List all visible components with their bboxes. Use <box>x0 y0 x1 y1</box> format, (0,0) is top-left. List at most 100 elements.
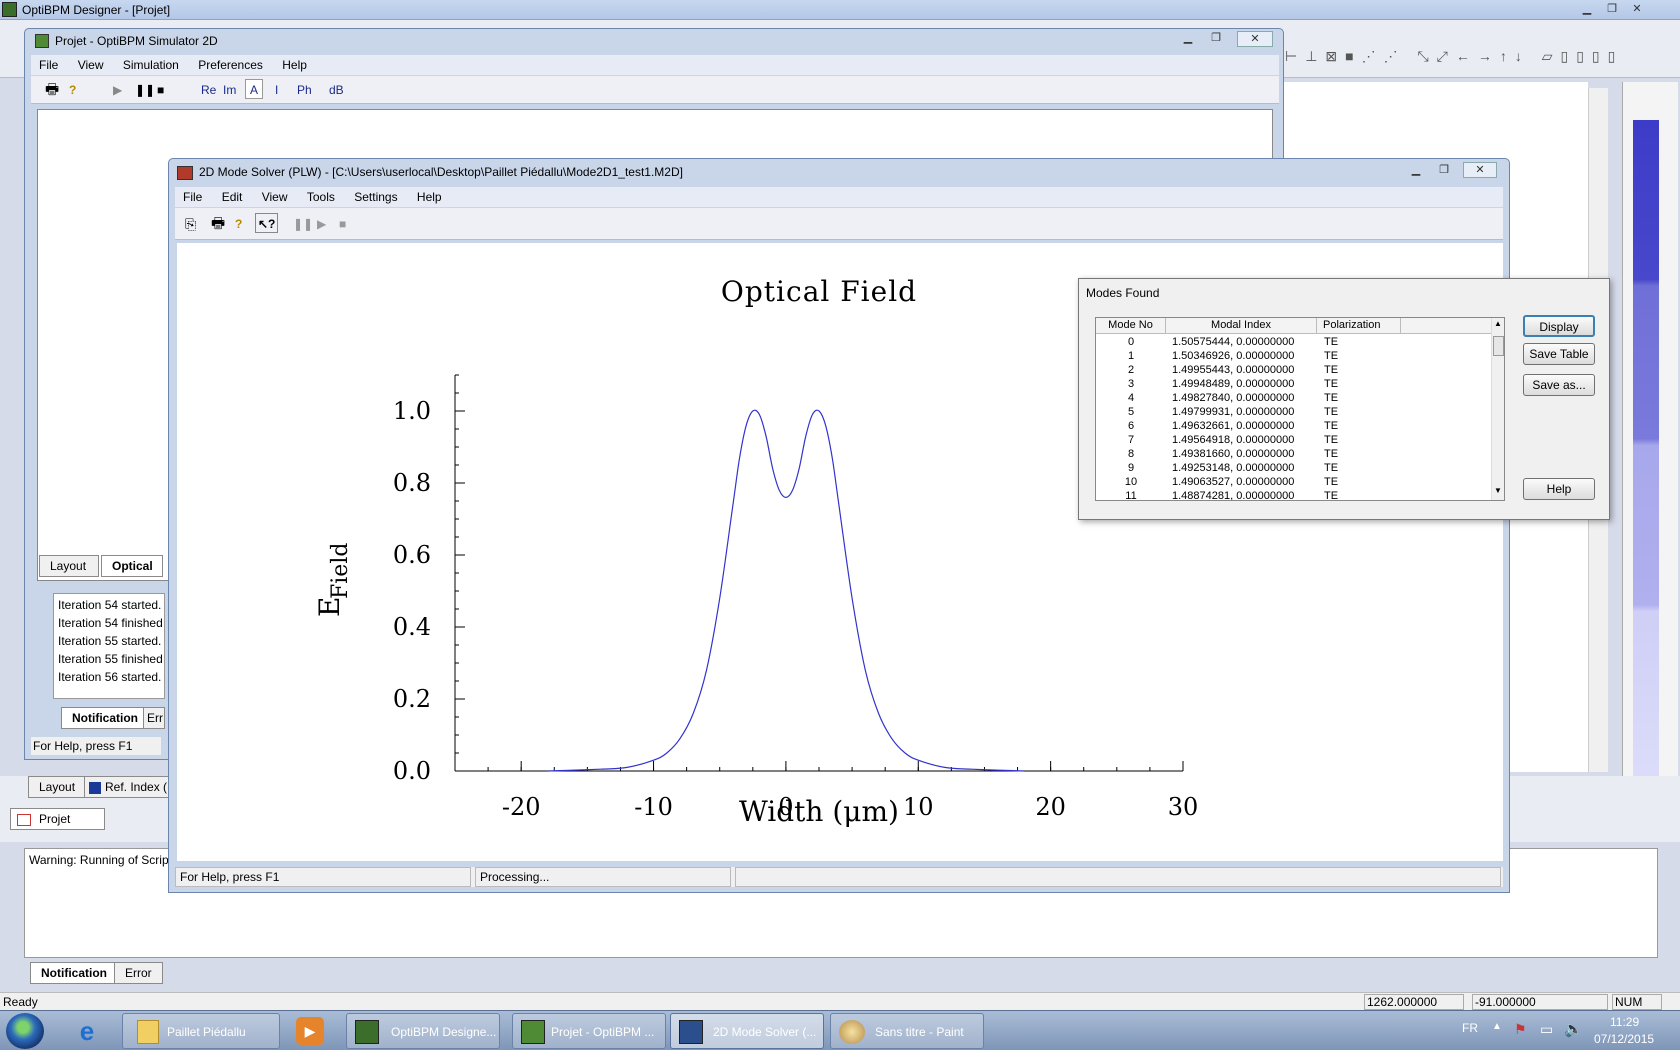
media-player-icon[interactable]: ▶ <box>296 1017 324 1045</box>
toolbar-i-button[interactable]: I <box>275 83 279 97</box>
modesolver-restore-button[interactable]: ❐ <box>1439 164 1449 176</box>
stop-icon[interactable]: ■ <box>157 83 165 97</box>
help-button[interactable]: Help <box>1523 478 1595 500</box>
table-row[interactable]: 2 1.49955443, 0.00000000 TE <box>1096 363 1492 377</box>
taskbar-item-modesolver[interactable]: 2D Mode Solver (... <box>670 1013 824 1049</box>
start-button[interactable] <box>6 1013 44 1049</box>
table-row[interactable]: 7 1.49564918, 0.00000000 TE <box>1096 433 1492 447</box>
modesolver-minimize-button[interactable]: ▁ <box>1411 164 1421 176</box>
simulator-minimize-button[interactable]: ▁ <box>1183 32 1193 44</box>
designer-restore-button[interactable]: ❐ <box>1607 3 1617 15</box>
table-row[interactable]: 4 1.49827840, 0.00000000 TE <box>1096 391 1492 405</box>
table-row[interactable]: 5 1.49799931, 0.00000000 TE <box>1096 405 1492 419</box>
taskbar-item-explorer[interactable]: Paillet Piédallu <box>122 1013 280 1049</box>
modesolver-menu-help[interactable]: Help <box>416 190 442 204</box>
y-tick-label: 0.2 <box>393 685 431 713</box>
modesolver-close-button[interactable]: ✕ <box>1463 162 1497 178</box>
table-row[interactable]: 9 1.49253148, 0.00000000 TE <box>1096 461 1492 475</box>
simulator-menu-preferences[interactable]: Preferences <box>198 58 263 72</box>
display-button[interactable]: Display <box>1523 315 1595 337</box>
mode-no-cell: 4 <box>1127 392 1135 404</box>
toolbar-a-button[interactable]: A <box>245 79 264 99</box>
simulator-opticalfield-tab[interactable]: Optical F <box>101 555 163 577</box>
taskbar-item-designer[interactable]: OptiBPM Designe... <box>346 1013 500 1049</box>
simulator-notification-tab[interactable]: Notification <box>61 707 149 729</box>
simulator-error-tab[interactable]: Err <box>143 707 165 729</box>
play-icon[interactable]: ▶ <box>113 83 123 97</box>
toolbar-re-button[interactable]: Re <box>201 83 217 97</box>
table-row[interactable]: 3 1.49948489, 0.00000000 TE <box>1096 377 1492 391</box>
simulator-task-icon <box>521 1020 545 1044</box>
col-mode-no[interactable]: Mode No <box>1096 318 1166 334</box>
simulator-menu-simulation[interactable]: Simulation <box>122 58 179 72</box>
modesolver-menu-file[interactable]: File <box>183 190 203 204</box>
status-num: NUM <box>1612 994 1662 1010</box>
language-indicator[interactable]: FR <box>1462 1021 1478 1035</box>
col-modal-index[interactable]: Modal Index <box>1166 318 1317 334</box>
clock-time[interactable]: 11:29 <box>1610 1015 1640 1029</box>
copy-icon[interactable]: ⎘ <box>185 216 197 232</box>
modes-table-scrollbar[interactable]: ▲ ▼ <box>1491 318 1504 500</box>
scroll-thumb[interactable] <box>1493 336 1504 356</box>
toolbar-im-button[interactable]: Im <box>223 83 237 97</box>
modesolver-menu-settings[interactable]: Settings <box>354 190 398 204</box>
designer-close-button[interactable]: ✕ <box>1632 3 1642 15</box>
toolbar-ph-button[interactable]: Ph <box>297 83 312 97</box>
context-help-icon[interactable]: ↖? <box>255 213 279 233</box>
play-icon[interactable]: ▶ <box>317 217 327 231</box>
print-icon[interactable]: 🖶 <box>211 215 226 232</box>
designer-minimize-button[interactable]: ▁ <box>1582 3 1592 15</box>
modesolver-menu-edit[interactable]: Edit <box>221 190 243 204</box>
ie-icon[interactable]: e <box>79 1016 95 1046</box>
simulator-menu-file[interactable]: File <box>39 58 59 72</box>
save-table-button[interactable]: Save Table <box>1523 343 1595 365</box>
designer-doc-tab-projet[interactable]: Projet <box>10 808 105 830</box>
table-row[interactable]: 6 1.49632661, 0.00000000 TE <box>1096 419 1492 433</box>
modes-table[interactable]: Mode No Modal Index Polarization 0 1.5057… <box>1095 317 1505 501</box>
simulator-menu-help[interactable]: Help <box>282 58 307 72</box>
pause-icon[interactable]: ❚❚ <box>135 83 156 97</box>
help-question-icon[interactable]: ? <box>235 217 243 231</box>
scroll-up-icon[interactable]: ▲ <box>1494 319 1502 328</box>
status-coord-x: 1262.000000 <box>1364 994 1464 1010</box>
save-as-button[interactable]: Save as... <box>1523 374 1595 396</box>
toolbar-db-button[interactable]: dB <box>329 83 344 97</box>
simulator-menu-view[interactable]: View <box>77 58 104 72</box>
scroll-down-icon[interactable]: ▼ <box>1494 486 1502 495</box>
designer-task-icon <box>355 1020 379 1044</box>
help-question-icon[interactable]: ? <box>69 83 77 97</box>
designer-refindex-tab[interactable]: Ref. Index ( <box>84 776 179 798</box>
designer-error-tab[interactable]: Error <box>114 962 163 984</box>
table-row[interactable]: 0 1.50575444, 0.00000000 TE <box>1096 335 1492 349</box>
col-polarization[interactable]: Polarization <box>1317 318 1401 334</box>
designer-notification-tab[interactable]: Notification <box>30 962 118 984</box>
table-row[interactable]: 8 1.49381660, 0.00000000 TE <box>1096 447 1492 461</box>
designer-layout-tab[interactable]: Layout <box>28 776 87 798</box>
modesolver-menu-view[interactable]: View <box>261 190 288 204</box>
table-row[interactable]: 1 1.50346926, 0.00000000 TE <box>1096 349 1492 363</box>
modesolver-status-right <box>735 867 1501 887</box>
network-icon[interactable]: ▭ <box>1540 1021 1554 1037</box>
print-icon[interactable]: 🖶 <box>45 81 60 98</box>
action-center-icon[interactable]: ⚑ <box>1514 1021 1527 1037</box>
chart-title: Optical Field <box>721 275 917 308</box>
taskbar-label: 2D Mode Solver (... <box>713 1025 817 1039</box>
clock-date[interactable]: 07/12/2015 <box>1594 1032 1655 1046</box>
simulator-restore-button[interactable]: ❐ <box>1211 32 1221 44</box>
modesolver-menu-tools[interactable]: Tools <box>306 190 335 204</box>
pause-icon[interactable]: ❚❚ <box>293 217 314 231</box>
designer-toolbar-icons[interactable]: ⊢⊥⊠■⋰⋰ ⤡⤢←→↑↓ ▱▯▯▯▯ <box>1285 48 1624 64</box>
table-row[interactable]: 10 1.49063527, 0.00000000 TE <box>1096 475 1492 489</box>
simulator-close-button[interactable]: ✕ <box>1237 31 1273 47</box>
modes-table-body: 0 1.50575444, 0.00000000 TE 1 1.50346926, 0.… <box>1096 335 1492 501</box>
polarization-cell: TE <box>1324 364 1339 376</box>
folder-icon <box>137 1020 159 1044</box>
table-row[interactable]: 11 1.48874281, 0.00000000 TE <box>1096 489 1492 501</box>
volume-icon[interactable]: 🔈 <box>1564 1021 1583 1038</box>
stop-icon[interactable]: ■ <box>339 217 347 231</box>
modal-index-cell: 1.48874281, 0.00000000 <box>1172 490 1295 501</box>
tray-arrow-icon[interactable]: ▲ <box>1492 1021 1502 1032</box>
simulator-layout-tab[interactable]: Layout <box>39 555 99 577</box>
taskbar-item-paint[interactable]: Sans titre - Paint <box>830 1013 984 1049</box>
taskbar-item-simulator[interactable]: Projet - OptiBPM ... <box>512 1013 666 1049</box>
